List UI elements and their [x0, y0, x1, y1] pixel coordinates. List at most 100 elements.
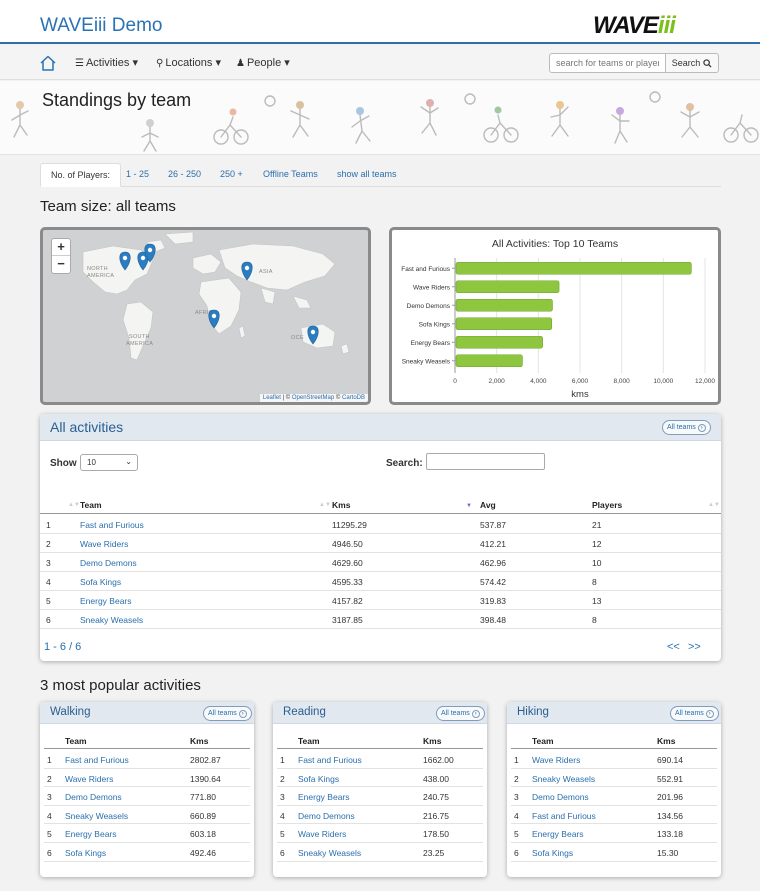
sports-figures-pattern: [11, 91, 759, 152]
osm-link[interactable]: OpenStreetMap: [291, 395, 335, 401]
all-teams-button[interactable]: All teams ›: [662, 420, 711, 435]
row-rank: 5: [47, 829, 52, 840]
all-teams-label: All teams: [675, 710, 704, 717]
map-marker-icon[interactable]: [119, 251, 131, 271]
row-team-link[interactable]: Sneaky Weasels: [80, 615, 144, 625]
leaflet-link[interactable]: Leaflet: [262, 395, 281, 401]
row-team-link[interactable]: Wave Riders: [80, 539, 129, 549]
zoom-in-button[interactable]: +: [52, 239, 70, 256]
sort-icon[interactable]: ▲▼: [68, 502, 80, 508]
nav-people-menu[interactable]: ♟ People ▾: [236, 56, 290, 69]
row-rank: 1: [280, 755, 285, 765]
row-players: 13: [592, 596, 602, 606]
row-team-link[interactable]: Sneaky Weasels: [298, 848, 362, 858]
chart-bar[interactable]: [455, 280, 560, 294]
sort-desc-icon[interactable]: ▼: [466, 503, 472, 509]
row-team-link[interactable]: Fast and Furious: [532, 810, 596, 821]
row-team-link[interactable]: Sofa Kings: [65, 848, 107, 858]
all-teams-label: All teams: [208, 710, 237, 717]
row-team-link[interactable]: Demo Demons: [80, 558, 137, 568]
map-marker-icon[interactable]: [241, 261, 253, 281]
cartodb-link[interactable]: CartoDB: [341, 395, 365, 401]
row-team-link[interactable]: Energy Bears: [298, 792, 350, 803]
header-team: Team: [65, 736, 87, 746]
chart-category-label: Fast and Furious: [401, 266, 451, 273]
row-team-link[interactable]: Sneaky Weasels: [65, 810, 129, 821]
chart-bar[interactable]: [455, 261, 692, 275]
chart-bar[interactable]: [455, 335, 543, 349]
zoom-out-button[interactable]: −: [57, 256, 65, 271]
search-button-label: Search: [671, 58, 701, 68]
show-label: Show: [50, 458, 77, 469]
row-team-link[interactable]: Sneaky Weasels: [532, 773, 596, 784]
header-avg[interactable]: Avg: [480, 500, 496, 510]
row-team-link[interactable]: Fast and Furious: [298, 755, 362, 765]
nav-activities-menu[interactable]: ☰ Activities ▾: [75, 56, 138, 69]
row-team-link[interactable]: Sofa Kings: [298, 773, 340, 784]
row-players: 12: [592, 539, 602, 549]
players-filter-label: No. of Players:: [40, 163, 122, 187]
filter-1-25[interactable]: 1 - 25: [126, 169, 150, 179]
row-rank: 6: [46, 615, 51, 625]
filter-250-plus[interactable]: 250 +: [220, 169, 243, 179]
table-row: 4 Sneaky Weasels 660.89: [44, 806, 250, 825]
row-team-link[interactable]: Fast and Furious: [65, 755, 129, 765]
row-team-link[interactable]: Demo Demons: [298, 810, 355, 821]
table-search-input[interactable]: [426, 453, 545, 470]
map-marker-icon[interactable]: [137, 251, 149, 271]
row-team-link[interactable]: Wave Riders: [65, 773, 114, 784]
row-team-link[interactable]: Energy Bears: [532, 829, 584, 840]
map-marker-icon[interactable]: [208, 309, 220, 329]
next-page-link[interactable]: >>: [688, 641, 701, 653]
header-kms[interactable]: Kms: [332, 500, 351, 510]
row-team-link[interactable]: Energy Bears: [65, 829, 117, 840]
row-rank: 6: [47, 848, 52, 858]
home-icon[interactable]: [39, 54, 57, 72]
row-kms: 23.25: [423, 848, 445, 858]
nav-locations-menu[interactable]: ⚲ Locations ▾: [156, 56, 221, 69]
row-team-link[interactable]: Demo Demons: [532, 792, 589, 803]
row-rank: 5: [514, 829, 519, 840]
all-teams-button[interactable]: All teams ›: [203, 706, 252, 721]
filter-offline-teams[interactable]: Offline Teams: [263, 169, 318, 179]
table-row: 1 Fast and Furious 1662.00: [277, 750, 483, 769]
header-team[interactable]: Team: [80, 500, 102, 510]
row-team-link[interactable]: Energy Bears: [80, 596, 132, 606]
world-map[interactable]: NORTH AMERICA SOUTH AMERICA AFRICA ASIA …: [40, 227, 371, 405]
chart-bar[interactable]: [455, 317, 553, 331]
filter-26-250[interactable]: 26 - 250: [168, 169, 202, 179]
header-players[interactable]: Players: [592, 500, 623, 510]
table-row: 1 Wave Riders 690.14: [511, 750, 717, 769]
chart-bar[interactable]: [455, 298, 553, 312]
chart-category-label: Sneaky Weasels: [402, 358, 451, 365]
app-title[interactable]: WAVEiii Demo: [40, 15, 163, 36]
map-marker-icon[interactable]: [144, 243, 156, 263]
row-kms: 178.50: [423, 829, 449, 840]
row-team-link[interactable]: Sofa Kings: [532, 848, 574, 858]
all-teams-button[interactable]: All teams ›: [670, 706, 719, 721]
chart-bar[interactable]: [455, 354, 523, 368]
sort-icon[interactable]: ▲▼: [319, 502, 331, 508]
sort-icon[interactable]: ▲▼: [708, 502, 720, 508]
page-title: Standings by team: [40, 90, 194, 111]
chevron-right-icon: ›: [238, 709, 247, 718]
prev-page-link[interactable]: <<: [667, 641, 680, 653]
row-team-link[interactable]: Sofa Kings: [80, 577, 122, 587]
activity-card-header: Walking All teams ›: [40, 702, 254, 724]
filter-show-all-teams[interactable]: show all teams: [337, 169, 397, 179]
row-team-link[interactable]: Wave Riders: [532, 755, 581, 765]
row-team-link[interactable]: Wave Riders: [298, 829, 347, 840]
row-rank: 2: [280, 773, 285, 784]
table-row: 3 Energy Bears 240.75: [277, 787, 483, 806]
search-input[interactable]: [549, 53, 666, 73]
row-team-link[interactable]: Demo Demons: [65, 792, 122, 803]
row-kms: 216.75: [423, 810, 449, 821]
table-row: 3 Demo Demons 4629.60 462.96 10: [40, 553, 721, 572]
page-size-select[interactable]: 10 ⌄: [80, 454, 138, 471]
all-teams-button[interactable]: All teams ›: [436, 706, 485, 721]
row-team-link[interactable]: Fast and Furious: [80, 520, 144, 530]
logo-accent: iii: [657, 12, 676, 39]
map-marker-icon[interactable]: [307, 325, 319, 345]
row-avg: 412.21: [480, 539, 506, 549]
search-button[interactable]: Search: [666, 53, 719, 73]
